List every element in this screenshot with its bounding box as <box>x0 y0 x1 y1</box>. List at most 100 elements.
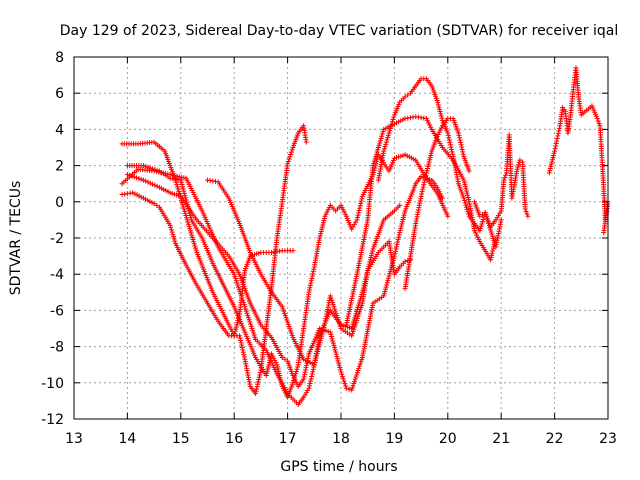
data-point <box>398 225 404 231</box>
data-point <box>359 196 365 202</box>
data-point <box>233 324 239 330</box>
x-tick-label: 15 <box>172 431 190 447</box>
data-point <box>380 129 386 135</box>
data-point <box>368 252 374 258</box>
data-point <box>596 120 602 126</box>
data-point <box>435 131 441 137</box>
data-point <box>309 371 315 377</box>
data-point <box>457 135 463 141</box>
data-point <box>287 154 293 160</box>
data-point <box>273 360 279 366</box>
data-point <box>381 146 387 152</box>
data-point <box>377 140 383 146</box>
data-point <box>438 111 444 117</box>
data-point <box>554 138 560 144</box>
x-tick-label: 23 <box>599 431 617 447</box>
data-point <box>323 211 329 217</box>
data-point <box>465 209 471 215</box>
data-point <box>389 119 395 125</box>
data-point <box>131 174 137 180</box>
y-tick-label: 0 <box>55 195 64 211</box>
data-point <box>288 149 294 155</box>
data-point <box>187 226 193 232</box>
data-point <box>381 148 387 154</box>
data-point <box>449 146 455 152</box>
data-point <box>357 205 363 211</box>
data-point <box>255 379 261 385</box>
data-point <box>188 230 194 236</box>
data-point <box>550 155 556 161</box>
data-point <box>334 356 340 362</box>
data-point <box>272 357 278 363</box>
x-tick-labels: 13 14 15 16 17 18 19 20 21 22 23 <box>65 431 617 447</box>
data-point <box>303 139 309 145</box>
data-point <box>181 188 187 194</box>
data-point <box>472 228 477 234</box>
data-point <box>476 236 482 242</box>
y-tick-label: 6 <box>55 86 64 102</box>
data-point <box>320 220 326 226</box>
data-point <box>293 379 299 385</box>
data-point <box>292 377 298 383</box>
data-point <box>311 362 317 368</box>
data-point <box>392 251 398 257</box>
data-point <box>338 369 344 375</box>
data-point <box>172 238 178 244</box>
data-point <box>267 357 273 363</box>
data-point <box>285 321 291 327</box>
data-point <box>280 386 286 392</box>
data-point <box>274 362 280 368</box>
data-point <box>328 295 334 301</box>
data-point <box>418 193 424 199</box>
data-point <box>244 310 250 316</box>
data-point <box>245 315 251 321</box>
data-point <box>385 275 391 281</box>
data-point <box>438 113 444 119</box>
data-point <box>394 244 400 250</box>
data-point <box>282 356 288 362</box>
data-point <box>334 353 340 359</box>
data-point <box>189 234 195 240</box>
data-point <box>314 353 320 359</box>
data-point <box>179 182 185 188</box>
data-point <box>226 322 232 328</box>
data-point <box>150 166 156 172</box>
data-point <box>475 234 481 240</box>
data-point <box>367 259 373 265</box>
data-point <box>463 204 469 210</box>
data-point <box>234 280 240 286</box>
data-point <box>373 154 379 160</box>
data-point <box>450 151 456 157</box>
data-point <box>251 332 257 338</box>
data-point <box>387 125 393 131</box>
data-point <box>127 172 133 178</box>
data-point <box>176 174 182 180</box>
data-point <box>316 344 322 350</box>
x-tick-label: 13 <box>65 431 83 447</box>
data-point <box>331 304 337 310</box>
data-point <box>241 354 247 360</box>
data-point <box>257 372 263 378</box>
data-point <box>464 206 470 212</box>
data-point <box>463 188 469 194</box>
data-point <box>477 213 483 219</box>
data-point <box>352 324 358 330</box>
data-point <box>397 202 403 208</box>
data-point <box>371 158 377 164</box>
data-point <box>277 375 283 381</box>
data-point <box>154 183 160 189</box>
data-point <box>171 236 177 242</box>
data-point <box>317 235 323 241</box>
data-point <box>140 163 146 169</box>
data-point <box>269 351 275 357</box>
data-point <box>284 317 290 323</box>
y-tick-label: -12 <box>41 412 64 428</box>
data-point <box>386 130 392 136</box>
data-point <box>277 373 283 379</box>
data-point <box>346 386 352 392</box>
data-point <box>286 156 292 162</box>
data-point <box>462 200 468 206</box>
data-point <box>423 170 429 176</box>
data-point <box>271 355 277 361</box>
data-point <box>319 226 325 232</box>
